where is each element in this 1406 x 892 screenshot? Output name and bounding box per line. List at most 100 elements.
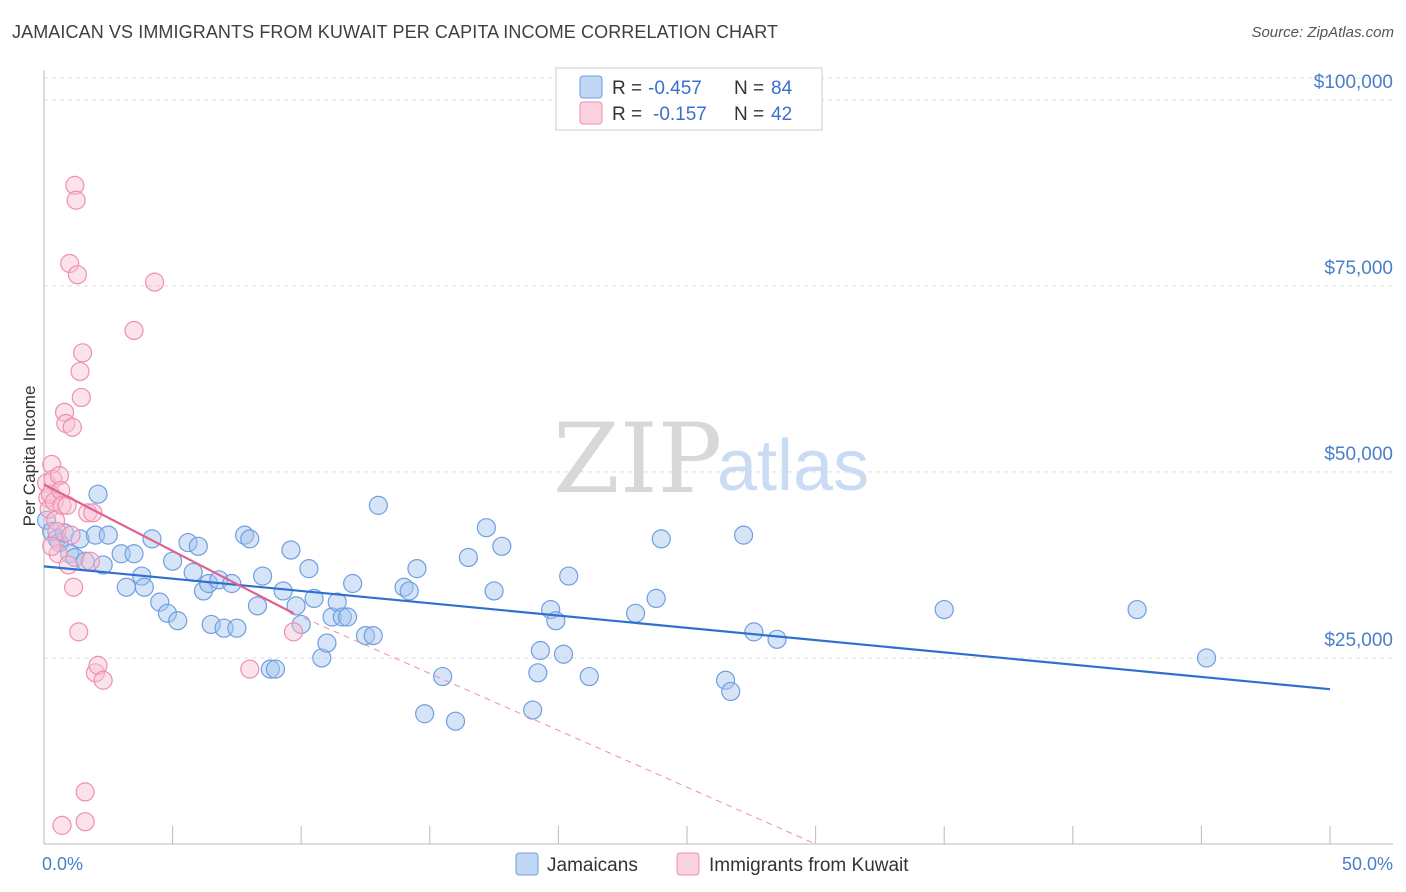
jamaicans-point-11 bbox=[98, 525, 118, 545]
kuwait-point-33 bbox=[88, 655, 108, 675]
jamaicans-point-16 bbox=[134, 577, 154, 597]
kuwait-point-23 bbox=[67, 265, 88, 285]
kuwait-point-8 bbox=[47, 521, 67, 542]
x-tick-min: 0.0% bbox=[42, 854, 83, 874]
jamaicans-point-60 bbox=[458, 547, 478, 568]
jamaicans-point-18 bbox=[150, 592, 170, 612]
kuwait-point-40 bbox=[75, 812, 95, 832]
jamaicans-point-57 bbox=[415, 704, 435, 724]
kuwait-point-12 bbox=[52, 495, 72, 515]
jamaicans-point-49 bbox=[337, 607, 358, 627]
kuwait-point-21 bbox=[65, 175, 85, 195]
jamaicans-point-63 bbox=[492, 536, 512, 556]
watermark-atlas: atlas bbox=[717, 426, 869, 506]
jamaicans-point-33 bbox=[240, 529, 260, 549]
trend-lines bbox=[43, 483, 1331, 845]
legend-swatch-jamaicans bbox=[579, 75, 603, 99]
jamaicans-point-37 bbox=[265, 659, 286, 679]
axes bbox=[43, 70, 1393, 845]
bottom-swatch-kuwait bbox=[676, 852, 700, 876]
jamaicans-point-13 bbox=[116, 577, 136, 597]
jamaicans-point-79 bbox=[767, 629, 787, 649]
kuwait-point-18 bbox=[61, 525, 81, 545]
jamaicans-point-77 bbox=[733, 525, 754, 545]
chart-title: JAMAICAN VS IMMIGRANTS FROM KUWAIT PER C… bbox=[12, 22, 779, 42]
kuwait-point-4 bbox=[42, 454, 62, 475]
jamaicans-point-20 bbox=[163, 551, 183, 571]
bottom-legend-kuwait: Immigrants from Kuwait bbox=[709, 855, 909, 876]
x-tick-max: 50.0% bbox=[1342, 854, 1393, 874]
jamaicans-point-69 bbox=[553, 644, 574, 664]
jamaicans-point-55 bbox=[399, 581, 419, 601]
kuwait-point-32 bbox=[85, 663, 106, 683]
jamaicans-point-76 bbox=[721, 681, 741, 702]
jamaicans-point-19 bbox=[157, 603, 178, 623]
jamaicans-point-42 bbox=[299, 559, 319, 579]
y-axis-label: Per Capita Income bbox=[20, 386, 39, 527]
jamaicans-point-56 bbox=[407, 559, 427, 579]
series-legend: Jamaicans Immigrants from Kuwait bbox=[515, 852, 909, 876]
jamaicans-point-27 bbox=[201, 614, 221, 635]
y-tick-label-1: $50,000 bbox=[1324, 444, 1393, 465]
kuwait-point-41 bbox=[42, 536, 62, 556]
jamaicans-point-71 bbox=[579, 666, 599, 687]
jamaicans-point-59 bbox=[445, 711, 466, 731]
chart-source: Source: ZipAtlas.com bbox=[1251, 24, 1394, 41]
legend-r-label-1: R = bbox=[612, 78, 642, 99]
jamaicans-point-24 bbox=[188, 536, 208, 556]
jamaicans-point-39 bbox=[281, 540, 301, 560]
legend-n-value-2: 42 bbox=[771, 104, 792, 125]
kuwait-points bbox=[36, 175, 304, 835]
jamaicans-point-22 bbox=[178, 532, 198, 553]
jamaicans-point-35 bbox=[253, 566, 273, 586]
kuwait-point-36 bbox=[144, 272, 165, 292]
kuwait-point-37 bbox=[240, 659, 260, 679]
jamaicans-point-52 bbox=[363, 626, 383, 646]
jamaicans-point-78 bbox=[744, 622, 764, 642]
jamaicans-point-48 bbox=[332, 607, 352, 627]
kuwait-point-19 bbox=[62, 417, 82, 437]
jamaicans-point-61 bbox=[476, 518, 496, 538]
kuwait-trend-line bbox=[43, 483, 294, 615]
y-tick-label-2: $75,000 bbox=[1324, 258, 1393, 279]
jamaicans-point-66 bbox=[530, 640, 550, 661]
jamaicans-point-80 bbox=[934, 599, 954, 620]
jamaicans-point-54 bbox=[394, 577, 414, 597]
jamaicans-point-31 bbox=[227, 618, 247, 638]
jamaicans-point-23 bbox=[183, 562, 203, 582]
kuwait-point-20 bbox=[63, 577, 84, 597]
jamaicans-points bbox=[36, 484, 1217, 731]
jamaicans-point-72 bbox=[625, 603, 646, 623]
jamaicans-point-38 bbox=[273, 581, 293, 601]
grid-lines bbox=[44, 77, 1393, 659]
legend-r-value-1: -0.457 bbox=[648, 78, 702, 99]
jamaicans-point-45 bbox=[317, 633, 337, 653]
kuwait-point-10 bbox=[49, 466, 70, 486]
y-tick-label-0: $25,000 bbox=[1324, 630, 1393, 651]
jamaicans-point-64 bbox=[523, 700, 543, 720]
jamaicans-point-47 bbox=[327, 592, 347, 612]
stats-legend: R = -0.457 N = 84 R = -0.157 N = 42 bbox=[555, 67, 823, 131]
jamaicans-point-46 bbox=[322, 607, 342, 627]
jamaicans-point-82 bbox=[1196, 648, 1217, 668]
legend-n-value-1: 84 bbox=[771, 78, 793, 99]
legend-n-label-2: N = bbox=[734, 104, 764, 125]
bottom-swatch-jamaicans bbox=[515, 852, 539, 876]
kuwait-point-24 bbox=[69, 622, 89, 642]
jamaicans-point-34 bbox=[247, 596, 268, 616]
jamaicans-point-43 bbox=[304, 588, 324, 609]
kuwait-point-34 bbox=[93, 670, 113, 690]
y-tick-labels: $25,000 $50,000 $75,000 $100,000 bbox=[1314, 72, 1393, 651]
kuwait-point-16 bbox=[58, 555, 79, 575]
jamaicans-point-73 bbox=[646, 588, 666, 609]
legend-r-value-2: -0.157 bbox=[653, 104, 707, 125]
kuwait-point-35 bbox=[124, 320, 144, 341]
kuwait-point-38 bbox=[283, 622, 304, 642]
jamaicans-point-53 bbox=[368, 495, 388, 515]
jamaicans-point-44 bbox=[312, 648, 332, 668]
jamaicans-point-41 bbox=[291, 614, 311, 635]
kuwait-point-22 bbox=[66, 190, 86, 210]
kuwait-trend-dashed bbox=[293, 612, 816, 845]
jamaicans-point-74 bbox=[651, 529, 671, 549]
